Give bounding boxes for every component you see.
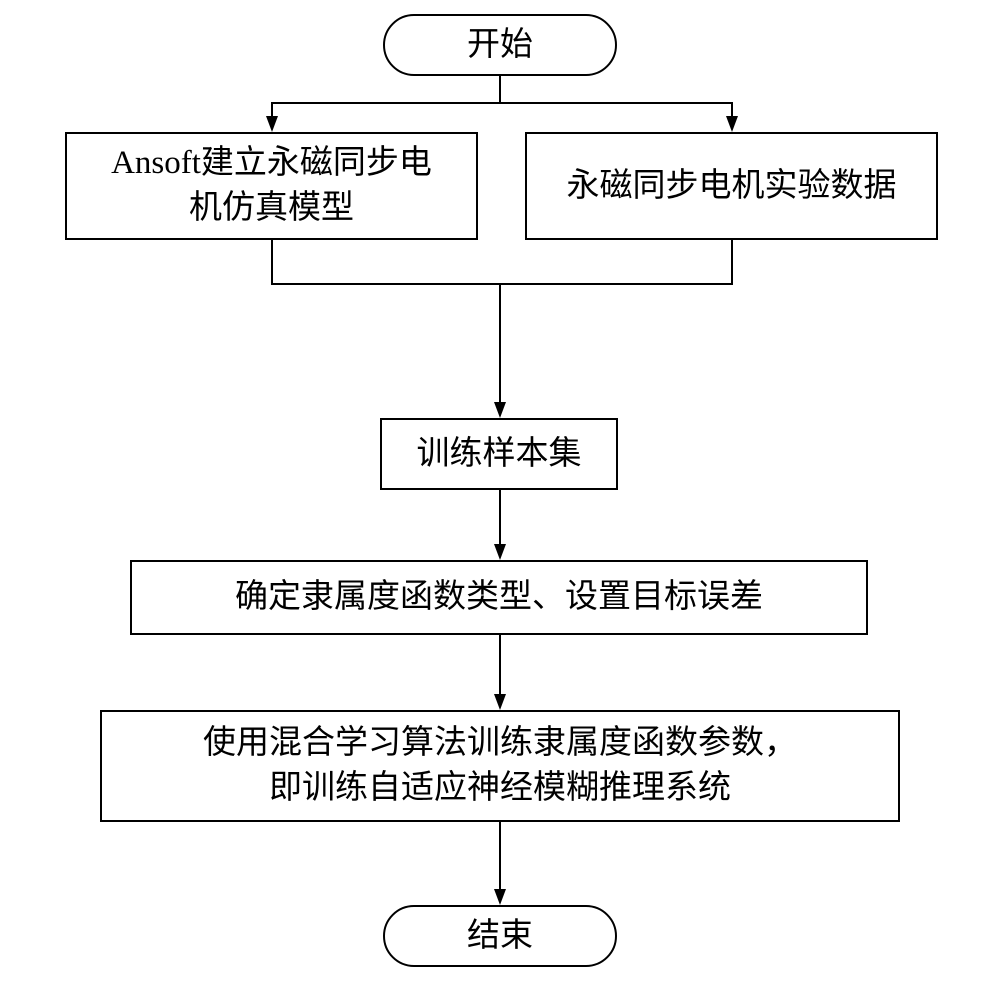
member-node: 确定隶属度函数类型、设置目标误差 — [130, 560, 868, 635]
hybrid-node: 使用混合学习算法训练隶属度函数参数，即训练自适应神经模糊推理系统 — [100, 710, 900, 822]
start-label: 开始 — [467, 23, 533, 68]
ansoft-node: Ansoft建立永磁同步电机仿真模型 — [65, 132, 478, 240]
train-node: 训练样本集 — [380, 418, 618, 490]
train-label: 训练样本集 — [417, 432, 582, 477]
exp-label: 永磁同步电机实验数据 — [567, 164, 897, 209]
end-label: 结束 — [467, 914, 533, 959]
start-node: 开始 — [383, 14, 617, 76]
ansoft-label: Ansoft建立永磁同步电机仿真模型 — [111, 141, 432, 230]
flowchart-canvas: 开始 Ansoft建立永磁同步电机仿真模型 永磁同步电机实验数据 训练样本集 确… — [0, 0, 1000, 991]
end-node: 结束 — [383, 905, 617, 967]
exp-node: 永磁同步电机实验数据 — [525, 132, 938, 240]
hybrid-label: 使用混合学习算法训练隶属度函数参数，即训练自适应神经模糊推理系统 — [203, 721, 797, 810]
member-label: 确定隶属度函数类型、设置目标误差 — [235, 575, 763, 620]
